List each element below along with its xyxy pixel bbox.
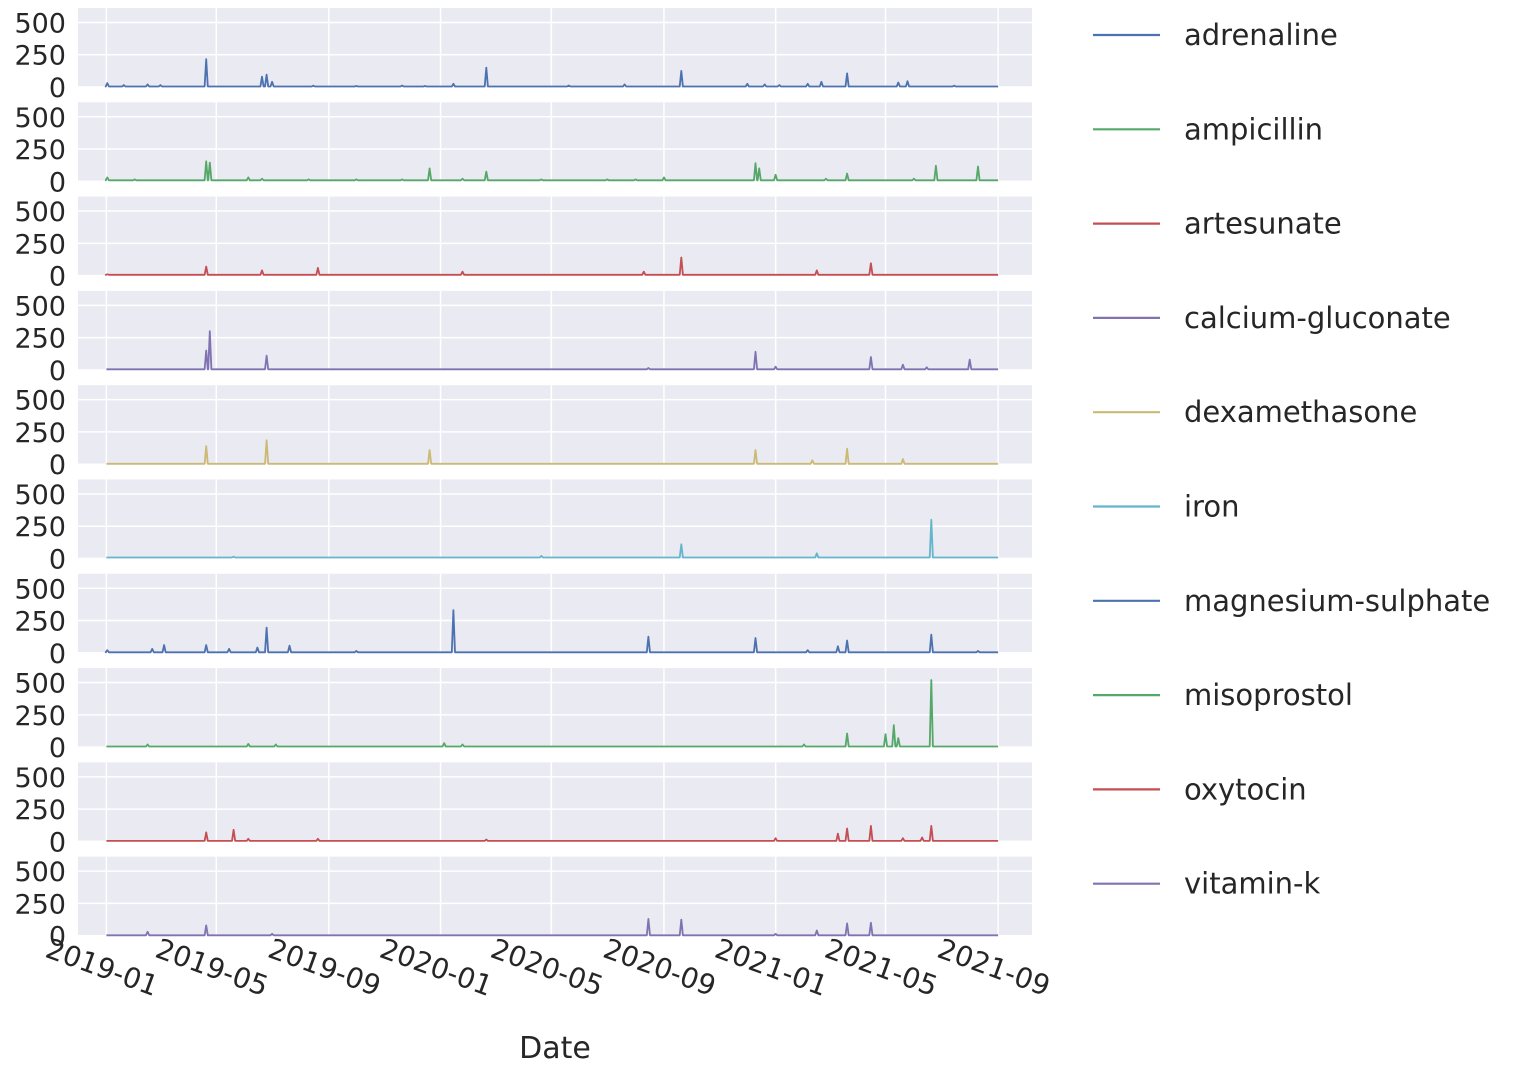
x-tick-label: 2021-01 — [711, 932, 832, 1003]
legend-label-misoprostol: misoprostol — [1184, 678, 1353, 712]
x-axis-ticks: 2019-012019-052019-092020-012020-052020-… — [41, 932, 1054, 1003]
y-tick-label: 0 — [49, 827, 66, 858]
legend-label-oxytocin: oxytocin — [1184, 772, 1307, 806]
panel-background — [78, 8, 1032, 87]
panel-background — [78, 479, 1032, 559]
series-line-vitamin-k — [106, 918, 999, 937]
y-tick-label: 250 — [14, 41, 66, 72]
series-line-calcium-gluconate — [106, 330, 999, 371]
x-tick-label: 2020-09 — [599, 932, 720, 1003]
panel-background — [78, 856, 1032, 936]
y-tick-label: 500 — [14, 763, 66, 794]
y-tick-label: 0 — [49, 356, 66, 387]
y-tick-label: 0 — [49, 167, 66, 198]
x-tick-label: 2019-09 — [264, 932, 385, 1003]
y-tick-label: 500 — [14, 669, 66, 700]
legend-label-vitamin-k: vitamin-k — [1184, 867, 1321, 901]
y-tick-label: 500 — [14, 8, 66, 39]
panel-background — [78, 762, 1032, 842]
y-tick-label: 0 — [49, 922, 66, 953]
legend-label-artesunate: artesunate — [1184, 207, 1342, 241]
legend-label-magnesium-sulphate: magnesium-sulphate — [1184, 584, 1490, 618]
panel-background — [78, 102, 1032, 182]
y-tick-label: 500 — [14, 197, 66, 228]
y-tick-label: 0 — [49, 545, 66, 576]
x-tick-label: 2020-01 — [376, 932, 497, 1003]
x-tick-label: 2019-01 — [41, 932, 162, 1003]
panel-background — [78, 573, 1032, 653]
series-line-artesunate — [104, 256, 999, 276]
y-tick-label: 0 — [49, 73, 66, 104]
y-tick-label: 250 — [14, 512, 66, 543]
series-line-adrenaline — [104, 58, 999, 88]
series-line-ampicillin — [104, 160, 999, 182]
series-line-misoprostol — [106, 679, 999, 748]
legend-label-calcium-gluconate: calcium-gluconate — [1184, 301, 1451, 335]
y-tick-label: 500 — [14, 103, 66, 134]
y-tick-label: 0 — [49, 450, 66, 481]
y-tick-label: 250 — [14, 229, 66, 260]
y-tick-label: 500 — [14, 857, 66, 888]
y-tick-label: 250 — [14, 795, 66, 826]
x-tick-label: 2021-05 — [821, 932, 942, 1003]
legend-label-ampicillin: ampicillin — [1184, 112, 1323, 146]
legend-label-dexamethasone: dexamethasone — [1184, 395, 1417, 429]
panel-background — [78, 290, 1032, 370]
x-axis-label: Date — [519, 1031, 591, 1066]
legend: adrenaline ampicillin artesunate calcium-gl… — [1093, 18, 1490, 901]
panel-background — [78, 668, 1032, 748]
series-line-dexamethasone — [106, 439, 999, 465]
x-tick-label: 2021-09 — [933, 932, 1054, 1003]
legend-label-adrenaline: adrenaline — [1184, 18, 1338, 52]
series-line-oxytocin — [106, 825, 999, 842]
y-tick-label: 250 — [14, 889, 66, 920]
y-tick-label: 250 — [14, 418, 66, 449]
panel-background — [78, 196, 1032, 276]
y-tick-label: 500 — [14, 480, 66, 511]
y-tick-label: 0 — [49, 733, 66, 764]
series-line-iron — [106, 518, 999, 559]
y-tick-label: 250 — [14, 607, 66, 638]
legend-label-iron: iron — [1184, 490, 1239, 524]
series-line-magnesium-sulphate — [104, 609, 999, 654]
y-tick-label: 500 — [14, 386, 66, 417]
y-tick-label: 0 — [49, 639, 66, 670]
y-tick-label: 250 — [14, 701, 66, 732]
panel-background — [78, 385, 1032, 465]
y-tick-label: 250 — [14, 324, 66, 355]
y-tick-label: 500 — [14, 574, 66, 605]
x-tick-label: 2020-05 — [486, 932, 607, 1003]
y-tick-label: 500 — [14, 291, 66, 322]
y-tick-label: 0 — [49, 262, 66, 293]
y-tick-label: 250 — [14, 135, 66, 166]
chart-panels: 0250500025050002505000250500025050002505… — [14, 8, 1032, 953]
x-tick-label: 2019-05 — [151, 932, 272, 1003]
